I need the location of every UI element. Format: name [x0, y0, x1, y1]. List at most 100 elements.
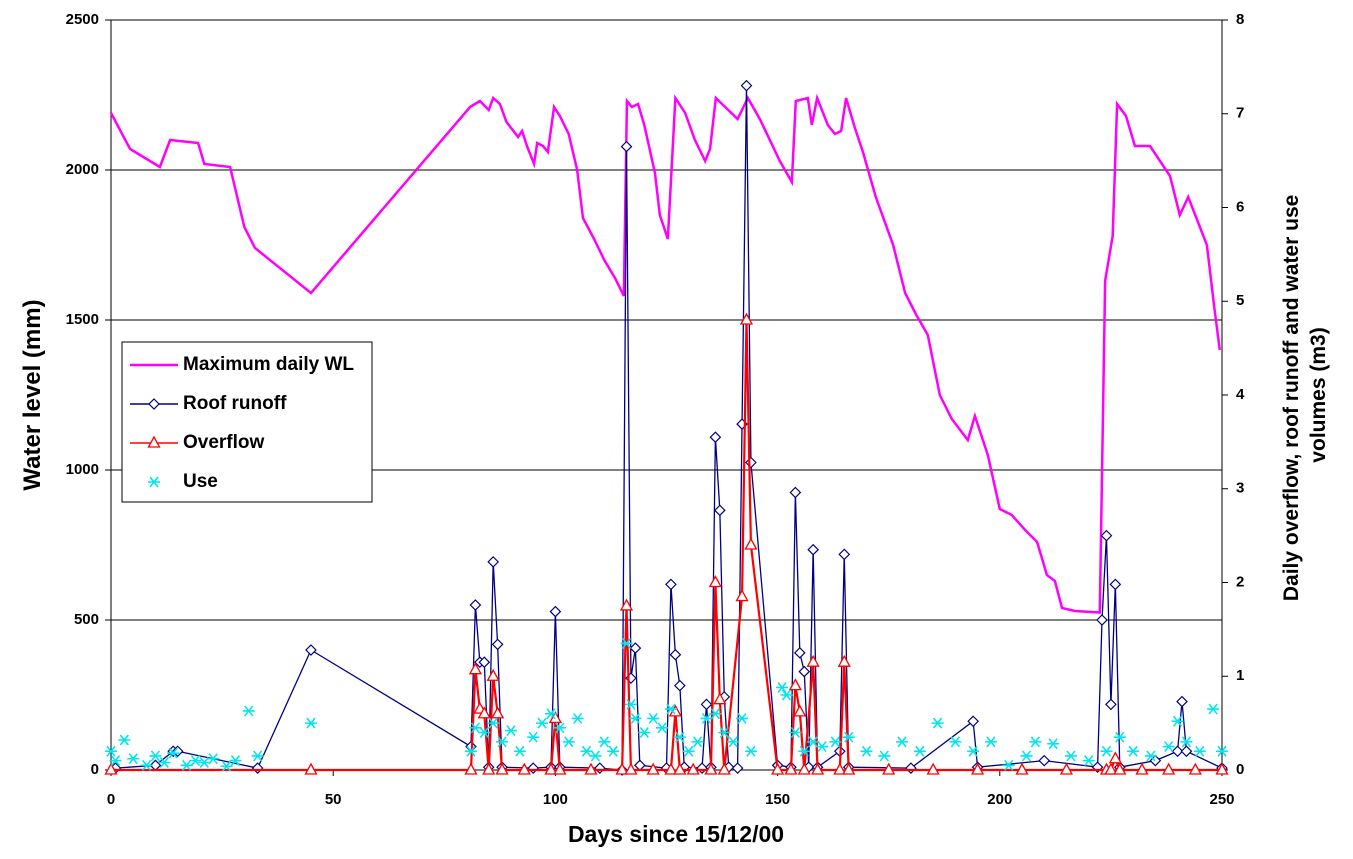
- asterisk-marker: [860, 745, 873, 757]
- asterisk-marker: [1113, 731, 1126, 743]
- asterisk-marker: [798, 745, 811, 757]
- asterisk-marker: [984, 736, 997, 748]
- diamond-marker: [633, 759, 646, 772]
- asterisk-marker: [1020, 750, 1033, 762]
- diamond-marker: [1180, 745, 1193, 758]
- asterisk-marker: [620, 637, 633, 649]
- triangle-marker: [717, 762, 731, 775]
- asterisk-marker: [647, 712, 660, 724]
- asterisk-marker: [1047, 738, 1060, 750]
- asterisk-marker: [718, 727, 731, 738]
- asterisk-marker: [664, 703, 677, 715]
- asterisk-marker: [1029, 736, 1042, 748]
- triangle-marker: [713, 692, 727, 705]
- x-tick-label: 100: [543, 791, 568, 808]
- asterisk-marker: [589, 750, 602, 762]
- asterisk-marker: [496, 736, 509, 748]
- diamond-marker: [669, 648, 682, 661]
- asterisk-marker: [1216, 745, 1228, 757]
- triangle-marker: [673, 762, 687, 775]
- legend-label: Maximum daily WL: [183, 354, 354, 375]
- triangle-marker: [486, 668, 500, 681]
- series: [104, 312, 1229, 775]
- triangle-marker: [1188, 762, 1202, 775]
- asterisk-marker: [829, 736, 842, 748]
- asterisk-marker: [624, 698, 637, 710]
- x-axis-label: Days since 15/12/00: [568, 821, 784, 847]
- asterisk-marker: [580, 745, 593, 757]
- triangle-marker: [664, 762, 678, 775]
- diamond-marker: [700, 698, 713, 711]
- asterisk-marker: [842, 731, 855, 743]
- asterisk-marker: [896, 736, 909, 748]
- asterisk-marker: [776, 682, 789, 693]
- asterisk-marker: [598, 736, 611, 748]
- triangle-marker: [544, 762, 558, 775]
- triangle-marker: [615, 762, 629, 775]
- diamond-marker: [745, 456, 757, 469]
- triangle-marker: [882, 762, 896, 775]
- diamond-marker: [469, 599, 482, 611]
- triangle-marker: [624, 762, 638, 775]
- triangle-marker: [619, 598, 634, 611]
- y-tick-label: 500: [74, 611, 99, 628]
- diamond-marker: [1038, 754, 1051, 767]
- diamond-marker: [838, 548, 851, 561]
- triangle-marker: [771, 762, 785, 775]
- asterisk-marker: [180, 759, 193, 771]
- triangle-marker: [837, 654, 851, 667]
- asterisk-marker: [140, 759, 153, 771]
- asterisk-marker: [105, 745, 117, 757]
- legend-label: Use: [183, 471, 218, 492]
- diamond-marker: [709, 431, 722, 444]
- triangle-marker: [1015, 762, 1029, 775]
- asterisk-marker: [673, 731, 686, 743]
- diamond-marker: [1176, 695, 1188, 708]
- asterisk-marker: [544, 708, 557, 720]
- y2-tick-label: 7: [1236, 105, 1244, 122]
- legend: Maximum daily WL Roof runoff Overflow Use: [121, 341, 373, 503]
- triangle-marker: [468, 662, 483, 675]
- asterisk-marker: [949, 736, 962, 748]
- triangle-marker: [491, 706, 505, 719]
- asterisk-marker: [527, 731, 540, 743]
- asterisk-marker: [816, 741, 829, 753]
- y2-tick-label: 3: [1236, 480, 1244, 497]
- asterisk-marker: [198, 757, 211, 768]
- legend-box: [121, 341, 373, 503]
- series-line: [115, 85, 1223, 771]
- diamond-marker: [673, 679, 686, 692]
- triangle-marker: [517, 762, 531, 775]
- diamond-marker: [1100, 529, 1113, 542]
- y2-tick-label: 2: [1236, 573, 1244, 590]
- diamond-marker: [491, 638, 504, 651]
- triangle-marker: [744, 537, 758, 550]
- asterisk-marker: [553, 722, 566, 734]
- diamond-marker: [967, 715, 979, 728]
- asterisk-marker: [148, 476, 160, 488]
- diamond-marker: [905, 762, 917, 774]
- triangle-marker: [970, 762, 985, 775]
- asterisk-marker: [504, 725, 517, 737]
- triangle-marker: [784, 762, 798, 775]
- diamond-marker: [713, 504, 726, 517]
- diamond-marker: [789, 486, 802, 499]
- diamond-marker: [620, 140, 633, 153]
- asterisk-marker: [251, 750, 264, 762]
- triangle-marker: [553, 762, 567, 775]
- y-axis-label: Water level (mm): [19, 299, 46, 490]
- asterisk-marker: [744, 745, 757, 757]
- diamond-marker: [798, 665, 811, 678]
- asterisk-marker: [1100, 745, 1113, 757]
- y2-axis-label: Daily overflow, roof runoff and water us…: [1280, 189, 1330, 601]
- asterisk-marker: [536, 717, 549, 729]
- asterisk-marker: [1171, 715, 1184, 727]
- asterisk-marker: [1180, 736, 1193, 748]
- asterisk-marker: [167, 747, 180, 759]
- diamond-marker: [1105, 698, 1117, 711]
- series: [109, 93, 1222, 614]
- asterisk-marker: [727, 736, 740, 748]
- asterisk-marker: [571, 712, 584, 724]
- asterisk-marker: [789, 727, 802, 738]
- asterisk-marker: [242, 705, 255, 717]
